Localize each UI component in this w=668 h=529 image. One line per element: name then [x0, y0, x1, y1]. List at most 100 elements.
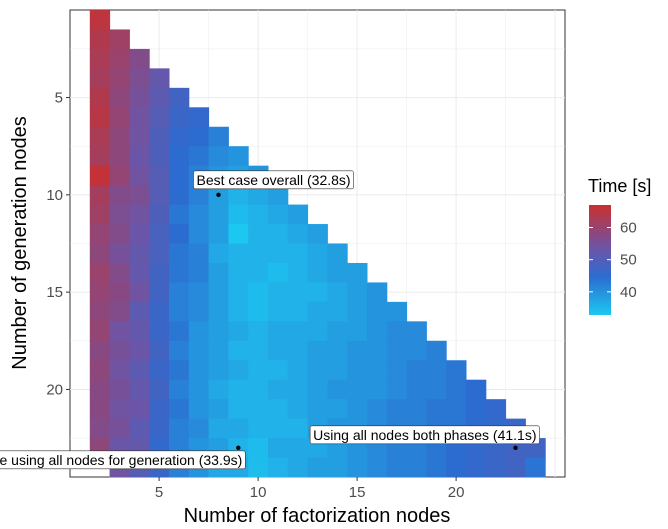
heatmap-cell	[149, 301, 170, 322]
annotation-point	[236, 445, 241, 451]
heatmap-cell	[129, 146, 150, 167]
heatmap-cell	[89, 399, 111, 420]
heatmap-cell	[406, 360, 427, 381]
heatmap-cell	[169, 126, 190, 147]
heatmap-cell	[129, 185, 150, 206]
heatmap-cell	[169, 399, 190, 420]
heatmap-cell	[327, 340, 348, 361]
heatmap-cell	[347, 457, 368, 478]
x-axis-ticks: 5 10 15 20	[155, 477, 464, 501]
heatmap-cell	[248, 185, 269, 206]
heatmap-cell	[347, 282, 368, 303]
heatmap-cell	[327, 457, 348, 478]
heatmap-cell	[149, 185, 170, 206]
heatmap-cell	[208, 204, 229, 225]
heatmap-cell	[188, 360, 210, 381]
heatmap-cell	[386, 340, 408, 361]
heatmap-cell	[386, 321, 408, 342]
heatmap-cell	[525, 457, 546, 478]
heatmap-cell	[89, 224, 111, 244]
heatmap-cell	[169, 224, 190, 244]
heatmap-cell	[208, 340, 229, 361]
heatmap-cell	[287, 438, 309, 459]
heatmap-cell	[208, 282, 229, 303]
heatmap-cell	[169, 340, 190, 361]
heatmap-cell	[287, 282, 309, 303]
heatmap-cell	[129, 126, 150, 147]
heatmap-cell	[89, 10, 111, 30]
heatmap-cell	[347, 301, 368, 322]
heatmap-cell	[169, 321, 190, 342]
heatmap-cell	[149, 204, 170, 225]
heatmap-cell	[248, 204, 269, 225]
heatmap-cell	[228, 360, 249, 381]
heatmap-cell	[268, 418, 289, 439]
heatmap-cell	[287, 262, 309, 283]
heatmap-cell	[307, 457, 328, 478]
heatmap-cell	[89, 321, 111, 342]
heatmap-cell	[149, 379, 170, 400]
heatmap-cell	[307, 301, 328, 322]
heatmap-cell	[89, 379, 111, 400]
heatmap-cell	[367, 457, 388, 478]
heatmap-cell	[109, 107, 130, 128]
heatmap-cell	[109, 68, 130, 89]
heatmap-cell	[188, 185, 210, 206]
heatmap-cell	[149, 224, 170, 244]
heatmap-cell	[248, 224, 269, 244]
heatmap-cell	[426, 360, 447, 381]
heatmap-cell	[89, 165, 111, 186]
heatmap-cell	[367, 282, 388, 303]
heatmap-cell	[149, 146, 170, 167]
heatmap-cell	[169, 185, 190, 206]
heatmap-cell	[109, 224, 130, 244]
heatmap-cell	[188, 107, 210, 128]
heatmap-cell	[386, 360, 408, 381]
heatmap-cell	[89, 68, 111, 89]
annotation-label-box	[0, 450, 246, 470]
heatmap-cell	[228, 185, 249, 206]
heatmap-cell	[406, 379, 427, 400]
heatmap-cell	[466, 379, 487, 400]
heatmap-cell	[208, 399, 229, 420]
heatmap-cell	[347, 379, 368, 400]
heatmap-cell	[287, 340, 309, 361]
heatmap-cell	[169, 204, 190, 225]
heatmap-cell	[466, 457, 487, 478]
heatmap-cell	[228, 379, 249, 400]
heatmap-cell	[287, 379, 309, 400]
heatmap-cell	[228, 146, 249, 167]
heatmap-cell	[287, 360, 309, 381]
heatmap-cell	[426, 340, 447, 361]
heatmap-cell	[386, 379, 408, 400]
annotation-label-box	[193, 170, 354, 190]
heatmap-cell	[307, 243, 328, 264]
legend-title: Time [s]	[588, 176, 651, 196]
heatmap-cell	[268, 321, 289, 342]
legend-colorbar	[589, 205, 611, 315]
heatmap-cell	[109, 282, 130, 303]
heatmap-cell	[129, 301, 150, 322]
annotation-point	[513, 445, 518, 451]
heatmap-cell	[327, 262, 348, 283]
heatmap-cell	[287, 321, 309, 342]
heatmap-cell	[169, 87, 190, 108]
heatmap-cell	[426, 379, 447, 400]
heatmap-cell	[149, 399, 170, 420]
heatmap-cell	[426, 399, 447, 420]
heatmap-cell	[347, 340, 368, 361]
heatmap-cell	[89, 48, 111, 69]
heatmap-cell	[129, 224, 150, 244]
heatmap-cell	[268, 301, 289, 322]
heatmap-cell	[268, 262, 289, 283]
heatmap-cell	[109, 399, 130, 420]
heatmap-cell	[485, 457, 507, 478]
heatmap-cell	[268, 224, 289, 244]
heatmap-cell	[188, 340, 210, 361]
heatmap-cell	[307, 360, 328, 381]
heatmap-cell	[109, 243, 130, 264]
heatmap-cell	[109, 418, 130, 439]
heatmap-cell	[386, 399, 408, 420]
heatmap-cell	[129, 262, 150, 283]
